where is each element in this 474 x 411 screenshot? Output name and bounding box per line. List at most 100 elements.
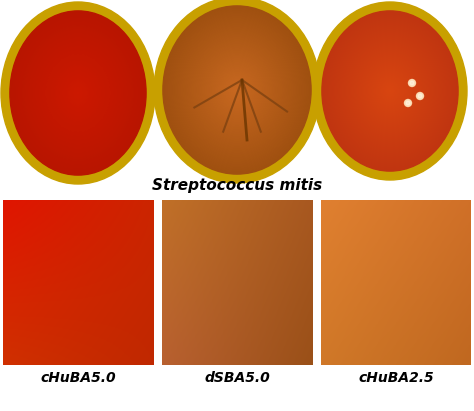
Ellipse shape	[27, 31, 129, 155]
Ellipse shape	[226, 77, 248, 103]
Ellipse shape	[51, 60, 105, 126]
Ellipse shape	[12, 13, 145, 173]
Ellipse shape	[76, 91, 80, 95]
Ellipse shape	[366, 63, 414, 119]
Ellipse shape	[165, 8, 309, 172]
Text: dSBA5.0: dSBA5.0	[204, 371, 270, 385]
Ellipse shape	[1, 2, 155, 184]
Circle shape	[409, 79, 416, 86]
Ellipse shape	[61, 72, 95, 113]
Text: cHuBA5.0: cHuBA5.0	[40, 371, 116, 385]
Ellipse shape	[233, 86, 241, 94]
Ellipse shape	[215, 65, 259, 115]
Ellipse shape	[385, 85, 395, 97]
Ellipse shape	[154, 0, 320, 183]
Ellipse shape	[200, 48, 274, 132]
Text: Streptococcus mitis: Streptococcus mitis	[152, 178, 322, 192]
Ellipse shape	[64, 76, 91, 109]
Ellipse shape	[71, 85, 85, 101]
Ellipse shape	[168, 12, 306, 168]
Ellipse shape	[220, 71, 254, 109]
Ellipse shape	[356, 51, 424, 131]
Ellipse shape	[339, 31, 441, 151]
Circle shape	[404, 99, 411, 106]
Ellipse shape	[56, 66, 100, 120]
Ellipse shape	[42, 50, 114, 136]
Ellipse shape	[167, 10, 307, 170]
Ellipse shape	[163, 6, 311, 174]
Ellipse shape	[22, 25, 134, 161]
Ellipse shape	[228, 79, 246, 101]
Ellipse shape	[30, 35, 126, 150]
Ellipse shape	[370, 67, 410, 115]
Ellipse shape	[17, 19, 139, 167]
Ellipse shape	[222, 73, 252, 107]
Ellipse shape	[25, 29, 131, 157]
Ellipse shape	[185, 31, 289, 149]
Ellipse shape	[180, 25, 294, 155]
Ellipse shape	[41, 48, 116, 138]
Circle shape	[418, 94, 422, 98]
Ellipse shape	[176, 21, 298, 159]
Ellipse shape	[351, 45, 429, 137]
Ellipse shape	[336, 27, 445, 155]
Ellipse shape	[211, 60, 263, 120]
Ellipse shape	[47, 56, 109, 130]
Ellipse shape	[49, 58, 107, 128]
Ellipse shape	[383, 83, 397, 99]
Ellipse shape	[202, 50, 272, 130]
Ellipse shape	[18, 21, 137, 165]
Ellipse shape	[189, 35, 285, 145]
Ellipse shape	[373, 71, 407, 111]
Ellipse shape	[329, 19, 451, 163]
Ellipse shape	[322, 11, 458, 171]
Ellipse shape	[66, 79, 90, 107]
Ellipse shape	[386, 87, 393, 95]
Ellipse shape	[357, 53, 422, 129]
Ellipse shape	[59, 70, 97, 115]
Ellipse shape	[207, 56, 267, 124]
Ellipse shape	[53, 62, 103, 124]
Ellipse shape	[213, 62, 261, 118]
Ellipse shape	[337, 29, 443, 153]
Ellipse shape	[374, 73, 405, 109]
Ellipse shape	[198, 46, 276, 134]
Ellipse shape	[346, 39, 434, 143]
Ellipse shape	[192, 39, 282, 141]
Ellipse shape	[24, 27, 132, 159]
Ellipse shape	[341, 33, 439, 149]
Circle shape	[417, 92, 423, 99]
Ellipse shape	[28, 33, 128, 152]
Ellipse shape	[73, 87, 83, 99]
Ellipse shape	[46, 54, 110, 132]
Ellipse shape	[354, 49, 426, 133]
Ellipse shape	[344, 37, 436, 145]
Ellipse shape	[37, 44, 119, 142]
Ellipse shape	[219, 69, 255, 111]
Ellipse shape	[327, 17, 453, 165]
Circle shape	[410, 81, 414, 85]
Ellipse shape	[365, 61, 416, 121]
Ellipse shape	[32, 37, 124, 148]
Ellipse shape	[183, 29, 291, 151]
Ellipse shape	[39, 46, 117, 140]
Ellipse shape	[325, 15, 455, 167]
Ellipse shape	[209, 58, 265, 122]
Ellipse shape	[361, 57, 419, 125]
Ellipse shape	[178, 23, 296, 157]
Ellipse shape	[10, 11, 146, 175]
Ellipse shape	[376, 75, 404, 107]
Ellipse shape	[34, 39, 122, 146]
Ellipse shape	[174, 18, 300, 162]
Ellipse shape	[330, 21, 449, 161]
Ellipse shape	[204, 52, 270, 128]
Ellipse shape	[231, 83, 243, 97]
Text: cHuBA2.5: cHuBA2.5	[358, 371, 434, 385]
Ellipse shape	[194, 42, 280, 139]
Ellipse shape	[382, 81, 399, 101]
Ellipse shape	[388, 89, 392, 93]
Circle shape	[406, 101, 410, 105]
Ellipse shape	[205, 54, 269, 126]
Ellipse shape	[342, 35, 438, 147]
Ellipse shape	[68, 81, 88, 105]
